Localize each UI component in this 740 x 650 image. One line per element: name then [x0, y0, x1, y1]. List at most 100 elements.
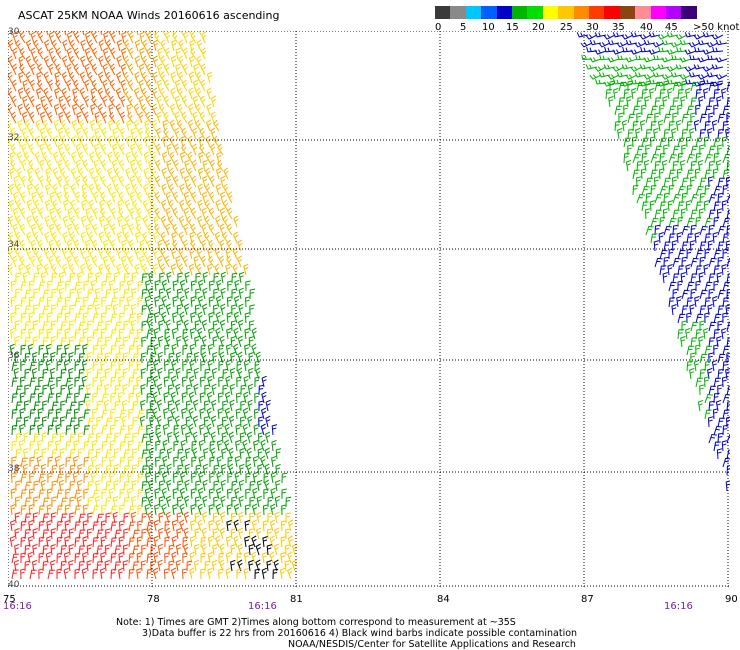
wind-barb: [273, 543, 280, 556]
wind-barb: [671, 127, 677, 140]
wind-barb: [95, 479, 101, 492]
wind-barb: [92, 207, 98, 220]
wind-barb: [100, 328, 107, 340]
wind-barb: [210, 127, 216, 140]
wind-barb: [648, 49, 661, 55]
wind-barb: [11, 424, 18, 436]
wind-barb: [163, 407, 169, 420]
wind-barb: [96, 321, 104, 332]
wind-barb: [201, 511, 208, 524]
wind-barb: [74, 191, 81, 204]
wind-barb: [59, 416, 66, 428]
wind-barb: [55, 31, 62, 44]
wind-barb: [285, 528, 291, 540]
wind-barb: [41, 432, 47, 444]
wind-barb: [708, 193, 717, 204]
wind-barb: [707, 54, 719, 61]
wind-barb: [200, 31, 207, 44]
lon-label: 84: [437, 594, 450, 605]
wind-barb: [56, 281, 64, 292]
wind-barb: [708, 145, 717, 156]
wind-barb: [93, 143, 100, 156]
wind-barb: [105, 55, 112, 68]
wind-barb: [10, 519, 16, 532]
wind-barb: [668, 281, 677, 292]
wind-barb: [178, 519, 185, 532]
wind-barb: [225, 567, 231, 580]
wind-barb: [27, 175, 35, 188]
wind-barb: [217, 408, 223, 420]
wind-barb: [237, 559, 243, 572]
wind-barb: [177, 464, 183, 475]
wind-barb: [676, 295, 682, 308]
wind-barb: [686, 153, 695, 164]
wind-barb: [100, 312, 107, 324]
wind-barb: [695, 265, 703, 276]
wind-barb: [37, 31, 44, 44]
wind-barb: [73, 439, 79, 452]
wind-barb: [95, 183, 103, 196]
colorbar-segment: [681, 6, 698, 19]
wind-barb: [188, 263, 195, 276]
wind-barb: [589, 57, 602, 63]
wind-barb: [96, 545, 104, 556]
wind-barb: [666, 66, 679, 72]
wind-barb: [15, 215, 22, 228]
wind-barb: [580, 42, 593, 48]
wind-barb: [264, 431, 271, 444]
wind-barb: [151, 119, 157, 132]
wind-barb: [20, 536, 27, 548]
wind-barb: [27, 551, 33, 564]
wind-barb: [20, 360, 26, 372]
wind-barb: [68, 367, 74, 380]
wind-barb: [652, 72, 665, 78]
wind-barb: [95, 448, 102, 460]
wind-barb: [114, 167, 121, 180]
wind-barb: [68, 544, 74, 556]
wind-barb: [699, 289, 708, 300]
wind-barb: [147, 191, 153, 204]
wind-barb: [61, 71, 67, 84]
wind-barb: [141, 273, 149, 284]
wind-barb: [163, 568, 170, 580]
wind-barb: [676, 232, 682, 244]
wind-barb: [87, 71, 94, 84]
wind-barb: [174, 79, 181, 92]
wind-barb: [707, 240, 714, 252]
wind-barb: [149, 400, 155, 412]
wind-barb: [722, 184, 729, 196]
wind-barb: [123, 273, 130, 284]
wind-barb: [193, 351, 200, 364]
wind-barb: [219, 543, 225, 556]
wind-barb: [128, 537, 136, 548]
wind-barb: [89, 119, 96, 132]
wind-barb: [105, 272, 112, 284]
wind-barb: [672, 273, 680, 284]
wind-barb: [159, 87, 166, 100]
colorbar-segment: [435, 6, 451, 19]
wind-barb: [109, 440, 115, 452]
wind-barb: [254, 360, 261, 372]
wind-barb: [194, 543, 200, 556]
wind-barb: [645, 113, 654, 124]
wind-barb: [155, 111, 162, 124]
wind-barb: [87, 231, 94, 244]
wind-barb: [272, 568, 279, 580]
wind-barb: [209, 175, 215, 188]
colorbar-label: 35: [612, 22, 625, 33]
wind-barb: [164, 328, 171, 340]
wind-barb: [128, 568, 135, 580]
wind-barb: [141, 512, 148, 524]
wind-barb: [73, 408, 80, 420]
wind-barb: [252, 455, 259, 468]
wind-barb: [80, 231, 86, 244]
wind-barb: [136, 31, 139, 36]
wind-barb: [659, 249, 668, 260]
wind-barb: [61, 247, 68, 260]
wind-barb: [636, 97, 644, 108]
wind-barb: [87, 417, 95, 428]
wind-barb: [46, 327, 52, 340]
wind-barb: [93, 159, 99, 172]
wind-barb: [704, 409, 712, 420]
